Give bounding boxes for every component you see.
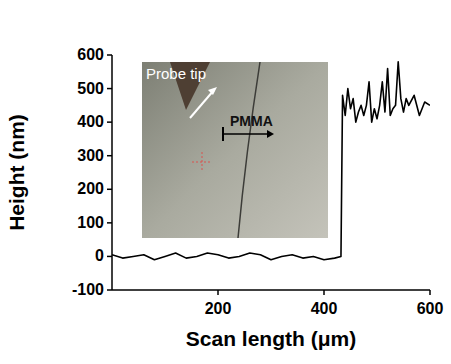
- inset-background: [142, 62, 328, 238]
- y-tick-label: 400: [77, 113, 104, 130]
- y-tick: [107, 54, 112, 56]
- x-tick: [323, 290, 325, 295]
- y-tick: [107, 189, 112, 191]
- inset-photo: Probe tip PMMA: [142, 62, 328, 238]
- y-tick: [107, 121, 112, 123]
- y-tick-label: 200: [77, 180, 104, 197]
- y-tick-label: 300: [77, 147, 104, 164]
- y-axis-title: Height (nm): [5, 114, 28, 231]
- crosshair: [202, 152, 203, 172]
- y-tick: [107, 88, 112, 90]
- y-tick: [107, 155, 112, 157]
- x-axis: [112, 289, 430, 291]
- x-tick: [429, 290, 431, 295]
- annotation: Probe tip: [146, 65, 206, 82]
- y-tick-label: 100: [77, 214, 104, 231]
- x-tick-label: 200: [205, 300, 232, 317]
- x-tick-label: 400: [311, 300, 338, 317]
- probe-arrowhead: [208, 87, 217, 95]
- pmma-edge: [238, 62, 260, 238]
- x-axis-title: Scan length (μm): [186, 327, 356, 350]
- probe-arrow: [190, 90, 214, 118]
- pmma-arrowhead: [267, 130, 274, 138]
- y-tick-label: 0: [95, 247, 104, 264]
- annotation: PMMA: [230, 113, 273, 129]
- chart: -100 0 100 200 300 400 500 600 200 400 600 Scan len…: [0, 0, 451, 364]
- pmma-arrow: [223, 133, 270, 135]
- y-tick: [107, 256, 112, 258]
- height-profile: [112, 62, 430, 260]
- plot-area: [112, 62, 430, 260]
- x-tick: [217, 290, 219, 295]
- y-tick-label: -100: [72, 281, 104, 298]
- x-tick-label: 600: [417, 300, 444, 317]
- y-tick-label: 500: [77, 80, 104, 97]
- y-tick: [107, 222, 112, 224]
- y-tick-label: 600: [77, 46, 104, 63]
- y-tick: [107, 289, 112, 291]
